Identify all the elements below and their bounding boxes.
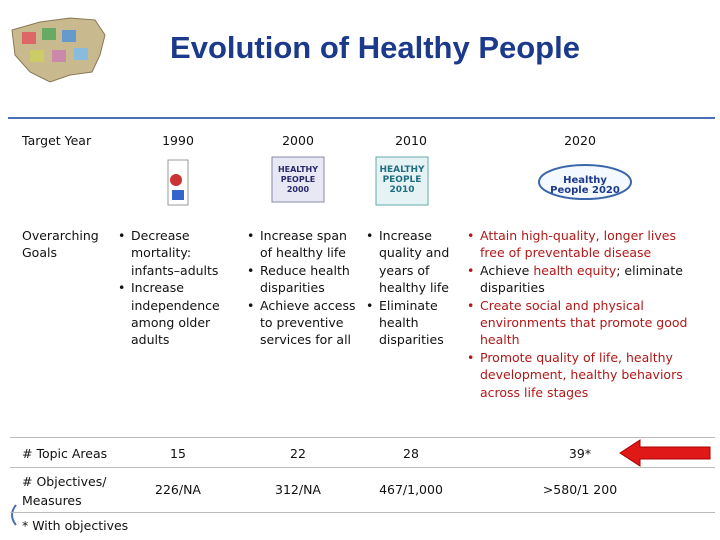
- logo-text: Healthy People 2020: [550, 175, 620, 196]
- cell: 39*: [568, 446, 592, 461]
- goal-list: Increase quality and years of healthy li…: [366, 227, 456, 349]
- row-label: Overarching Goals: [22, 228, 99, 261]
- row-label: # Objectives/ Measures: [22, 474, 107, 508]
- row-rule: [10, 437, 715, 438]
- logo-2020-box: [538, 164, 632, 200]
- goal-part: health equity: [533, 262, 617, 278]
- logo-2010-box: [375, 156, 429, 206]
- goal-list: Increase span of healthy life Reduce hea…: [247, 227, 362, 349]
- row-rule: [10, 512, 715, 513]
- goal: Reduce health disparities: [247, 262, 362, 297]
- goal: Decrease mortality: infants–adults: [118, 227, 231, 279]
- goal: Attain high-quality, longer lives free o…: [467, 227, 702, 262]
- goal: Increase span of healthy life: [247, 227, 362, 262]
- header-cell: 2010: [395, 133, 427, 148]
- red-arrow: [619, 439, 711, 467]
- title: Evolution of Healthy People: [170, 30, 580, 65]
- goal: Achieve access to preventive services fo…: [247, 297, 362, 349]
- cell: 15: [170, 446, 186, 461]
- logo-1990: [167, 159, 189, 206]
- goal: Eliminate health disparities: [366, 297, 456, 349]
- header-cell: 2020: [564, 133, 596, 148]
- logo-2000-box: [271, 156, 325, 203]
- corner-mark: [11, 504, 17, 526]
- cell: 22: [290, 446, 306, 461]
- cell: 226/NA: [155, 482, 201, 497]
- footnote: * With objectives: [22, 518, 129, 533]
- goal: Achieve health equity; eliminate dispari…: [467, 262, 702, 297]
- row-label: # Topic Areas: [22, 446, 108, 461]
- logo-text: HEALTHY PEOPLE 2010: [379, 165, 425, 195]
- goal-part: ; eliminate disparities: [480, 262, 683, 296]
- goal: Create social and physical environments …: [467, 297, 702, 349]
- goal-part: Achieve: [480, 262, 530, 278]
- logo-text: HEALTHY PEOPLE 2000: [277, 165, 319, 194]
- map-icon: [11, 17, 106, 83]
- goal-list: Attain high-quality, longer lives free o…: [467, 227, 702, 401]
- cell: >580/1 200: [542, 482, 618, 497]
- cell: 28: [403, 446, 419, 461]
- goal: Increase quality and years of healthy li…: [366, 227, 456, 297]
- goal-list: Decrease mortality: infants–adults Incre…: [118, 227, 231, 349]
- cell: 312/NA: [275, 482, 321, 497]
- row-rule: [10, 467, 715, 468]
- header-cell: 2000: [282, 133, 314, 148]
- header-cell: 1990: [162, 133, 194, 148]
- header-cell: Target Year: [22, 133, 92, 148]
- cell: 467/1,000: [379, 482, 443, 497]
- goal: Increase independence among older adults: [118, 279, 231, 349]
- goal: Promote quality of life, healthy develop…: [467, 349, 702, 401]
